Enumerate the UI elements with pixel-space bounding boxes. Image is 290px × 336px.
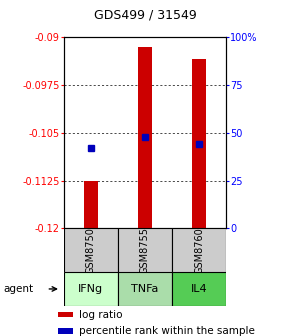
Bar <box>58 328 73 334</box>
Text: GSM8760: GSM8760 <box>194 227 204 274</box>
Bar <box>172 228 226 272</box>
Bar <box>118 228 172 272</box>
Text: log ratio: log ratio <box>79 310 123 320</box>
Text: percentile rank within the sample: percentile rank within the sample <box>79 326 255 336</box>
Text: GSM8755: GSM8755 <box>140 227 150 274</box>
Text: TNFa: TNFa <box>131 284 159 294</box>
Bar <box>58 312 73 317</box>
Bar <box>84 181 98 228</box>
Bar <box>64 272 118 306</box>
Bar <box>172 272 226 306</box>
Text: GSM8750: GSM8750 <box>86 227 96 274</box>
Bar <box>64 228 118 272</box>
Bar <box>138 46 152 228</box>
Text: agent: agent <box>3 284 33 294</box>
Text: IL4: IL4 <box>191 284 207 294</box>
Bar <box>192 59 206 228</box>
Bar <box>118 272 172 306</box>
Text: GDS499 / 31549: GDS499 / 31549 <box>94 9 196 22</box>
Text: IFNg: IFNg <box>78 284 104 294</box>
